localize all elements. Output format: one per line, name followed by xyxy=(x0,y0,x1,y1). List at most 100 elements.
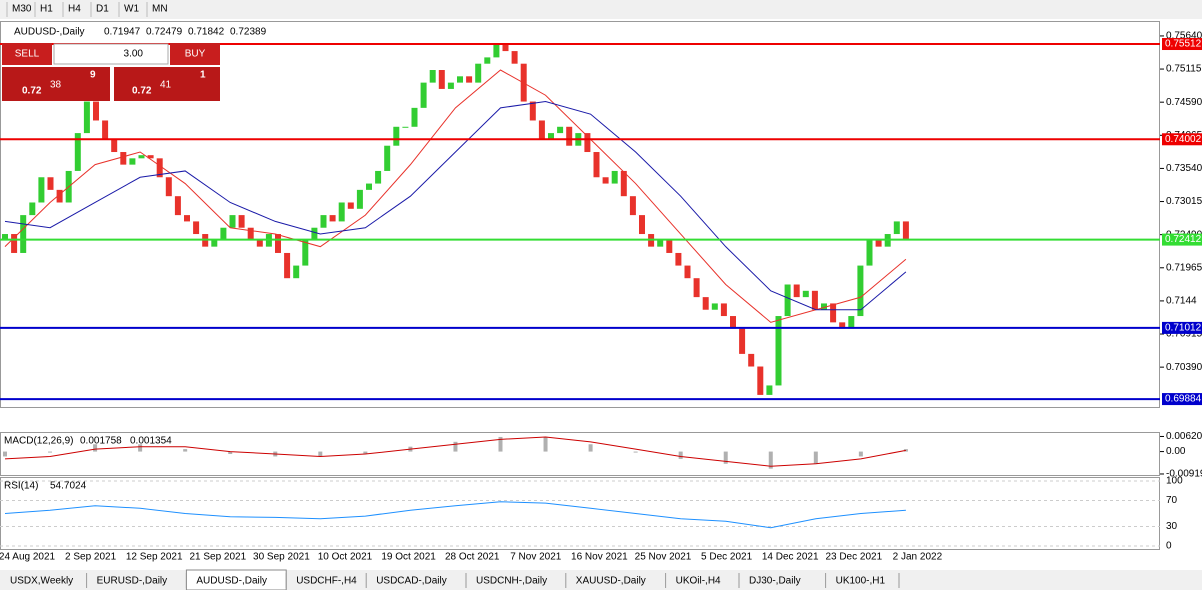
candle-body xyxy=(438,70,445,89)
macd-bar xyxy=(183,449,188,452)
toolbar xyxy=(0,0,1202,19)
moving-average xyxy=(4,69,907,323)
macd-bar xyxy=(48,451,53,453)
macd-bar xyxy=(588,444,593,452)
price-level-label: 0.71012 xyxy=(1165,323,1202,334)
macd-bar xyxy=(228,451,233,455)
chart-tab[interactable]: USDCNH-,Daily xyxy=(476,576,547,587)
macd-bar xyxy=(3,451,7,457)
candle-body xyxy=(602,177,609,184)
sell-label: SELL xyxy=(15,49,40,60)
timeframe-button[interactable]: H1 xyxy=(40,4,53,15)
chart-tab[interactable]: USDCHF-,H4 xyxy=(296,576,357,587)
macd-bar xyxy=(633,451,638,453)
candle-body xyxy=(38,177,45,203)
macd-signal xyxy=(4,436,906,467)
candle-body xyxy=(720,303,727,317)
chart-tab[interactable]: EURUSD-,Daily xyxy=(97,576,168,587)
y-tick-label: 0.74590 xyxy=(1166,97,1202,108)
buy-price-fraction: 1 xyxy=(200,70,206,81)
candle-body xyxy=(247,227,254,241)
y-tick-label: 0.73015 xyxy=(1166,196,1202,207)
buy-price-box[interactable] xyxy=(114,67,220,101)
macd-panel xyxy=(0,432,1160,476)
y-tick-label: 0.75640 xyxy=(1166,31,1202,42)
candle-body xyxy=(830,303,837,323)
macd-bar xyxy=(453,441,458,452)
candle-body xyxy=(693,278,700,298)
price-level-box xyxy=(1162,321,1202,334)
candle-body xyxy=(802,290,809,298)
candle-body xyxy=(275,234,281,253)
x-tick-label: 21 Sep 2021 xyxy=(189,552,246,563)
y-tick-label: 0.70915 xyxy=(1166,329,1202,340)
candle-body xyxy=(902,221,909,241)
ohlc-value: 0.72389 xyxy=(230,27,267,38)
timeframe-button[interactable]: MN xyxy=(152,4,168,15)
y-tick-label: 0.7144 xyxy=(1166,296,1197,307)
rsi-title: RSI(14) xyxy=(4,481,38,492)
sell-price-big: 0.72 xyxy=(22,86,42,97)
candle-body xyxy=(784,284,791,317)
chart-tab[interactable]: USDX,Weekly xyxy=(10,576,73,587)
candle-body xyxy=(811,290,818,310)
price-level-box xyxy=(1162,133,1202,146)
candle-body xyxy=(793,284,800,298)
chart-tab[interactable]: AUDUSD-,Daily xyxy=(196,576,267,587)
chart-tab[interactable]: UK100-,H1 xyxy=(836,576,886,587)
macd-bar xyxy=(858,451,863,457)
chart-tab[interactable]: USDCAD-,Daily xyxy=(376,576,447,587)
candle-body xyxy=(102,120,109,140)
sell-price-pips: 38 xyxy=(50,80,62,91)
chart-tab[interactable]: UKOil-,H4 xyxy=(676,576,721,587)
ohlc-value: 0.71842 xyxy=(188,27,225,38)
candle-body xyxy=(56,189,63,203)
candle-body xyxy=(766,385,773,395)
y-tick-label: 0.70390 xyxy=(1166,362,1202,373)
y-tick-label: -0.00919 xyxy=(1166,469,1202,480)
buy-button[interactable] xyxy=(170,43,220,65)
rsi-panel xyxy=(0,477,1160,550)
lot-input[interactable] xyxy=(53,43,169,65)
candle-body xyxy=(548,133,554,140)
chart-tab[interactable]: DJ30-,Daily xyxy=(749,576,801,587)
candle-body xyxy=(320,215,327,228)
candle-body xyxy=(138,155,145,159)
candle-body xyxy=(302,240,309,266)
x-tick-label: 2 Sep 2021 xyxy=(65,552,117,563)
y-tick-label: 0.75115 xyxy=(1166,64,1202,75)
rsi-value: 54.7024 xyxy=(50,481,87,492)
y-tick-label: 30 xyxy=(1166,521,1178,532)
candle-body xyxy=(11,234,18,253)
candle-body xyxy=(20,215,27,253)
candle-body xyxy=(657,240,664,247)
candle-body xyxy=(611,170,618,184)
candle-body xyxy=(493,44,500,58)
timeframe-button[interactable]: H4 xyxy=(68,4,81,15)
candle-body xyxy=(211,240,218,247)
candle-body xyxy=(393,126,400,146)
candle-body xyxy=(730,316,736,329)
candle-body xyxy=(375,170,382,184)
price-level-label: 0.74002 xyxy=(1165,134,1202,145)
sell-price-box[interactable] xyxy=(2,67,110,101)
candle-body xyxy=(2,234,8,241)
buy-price-big: 0.72 xyxy=(132,86,152,97)
macd-bar xyxy=(498,436,503,452)
timeframe-button[interactable]: W1 xyxy=(124,4,139,15)
chart-tab[interactable]: XAUUSD-,Daily xyxy=(576,576,646,587)
candle-body xyxy=(420,82,427,108)
candle-body xyxy=(338,202,345,222)
sell-button[interactable] xyxy=(2,43,52,65)
y-tick-label: 0.006201 xyxy=(1166,431,1202,442)
candle-body xyxy=(184,215,190,222)
y-tick-label: 0.73540 xyxy=(1166,163,1202,174)
y-tick-label: 0.00 xyxy=(1166,446,1186,457)
timeframe-button[interactable]: D1 xyxy=(96,4,109,15)
candle-body xyxy=(447,82,454,89)
moving-average xyxy=(4,101,907,311)
candle-body xyxy=(475,63,482,83)
candle-body xyxy=(411,107,418,127)
candle-body xyxy=(165,177,172,197)
timeframe-button[interactable]: M30 xyxy=(12,4,32,15)
